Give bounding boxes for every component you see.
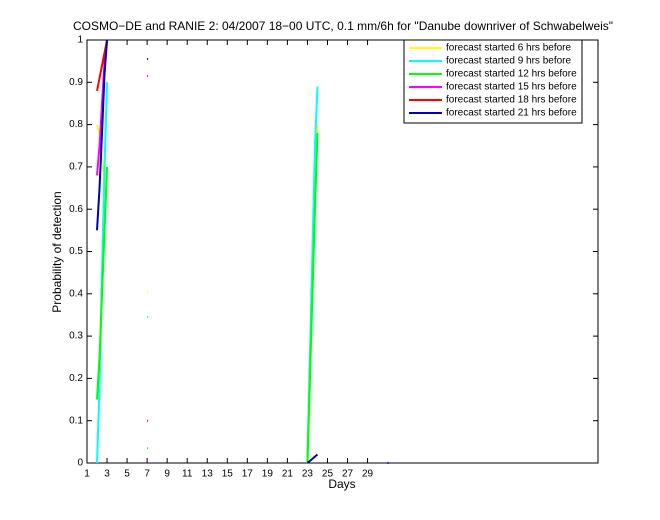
x-tick-label: 25 (322, 469, 334, 480)
x-tick-label: 7 (144, 469, 150, 480)
chart-title: COSMO−DE and RANIE 2: 04/2007 18−00 UTC,… (73, 19, 613, 33)
x-tick-label: 15 (222, 469, 234, 480)
y-tick-label: 0.9 (69, 77, 83, 88)
x-tick-label: 19 (262, 469, 274, 480)
y-axis-label: Probability of detection (50, 191, 64, 312)
x-tick-label: 1 (84, 469, 90, 480)
x-tick-label: 11 (182, 469, 193, 480)
x-tick-label: 27 (342, 469, 354, 480)
legend-label: forecast started 18 hrs before (446, 95, 577, 106)
y-tick-label: 0.8 (69, 119, 83, 130)
x-tick-label: 5 (124, 469, 130, 480)
x-tick-label: 29 (362, 469, 374, 480)
legend-label: forecast started 21 hrs before (446, 108, 577, 119)
series-line (96, 39, 149, 422)
x-tick-label: 3 (104, 469, 110, 480)
y-tick-label: 0 (77, 458, 83, 469)
y-tick-label: 0.6 (69, 204, 83, 215)
y-tick-label: 1 (77, 35, 83, 46)
legend-box (403, 39, 583, 124)
y-tick-label: 0.7 (69, 162, 83, 173)
y-tick-label: 0.4 (69, 288, 83, 299)
series-line (96, 133, 319, 464)
y-tick-label: 0.5 (69, 246, 83, 257)
legend-label: forecast started 12 hrs before (446, 69, 577, 80)
x-tick-label: 9 (164, 469, 170, 480)
y-tick-label: 0.1 (69, 415, 83, 426)
series-line (96, 39, 389, 464)
x-tick-label: 21 (282, 469, 294, 480)
x-tick-label: 13 (202, 469, 214, 480)
y-tick-label: 0.2 (69, 373, 83, 384)
legend-label: forecast started 15 hrs before (446, 82, 577, 93)
legend-label: forecast started 6 hrs before (446, 43, 572, 54)
x-tick-label: 17 (242, 469, 254, 480)
x-tick-label: 23 (302, 469, 314, 480)
y-tick-label: 0.3 (69, 331, 83, 342)
legend-label: forecast started 9 hrs before (446, 56, 572, 67)
x-axis-label: Days (328, 477, 355, 491)
